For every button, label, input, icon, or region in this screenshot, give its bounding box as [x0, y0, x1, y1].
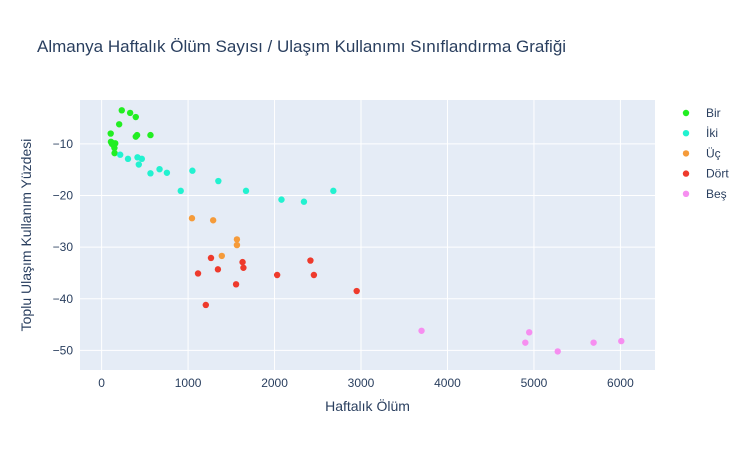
- y-tick-label: −30: [53, 240, 74, 254]
- data-point: [242, 187, 250, 195]
- legend-marker: [682, 150, 690, 157]
- data-point: [115, 121, 123, 128]
- data-point: [135, 161, 142, 168]
- plot-area: [80, 100, 655, 370]
- series-group: [117, 151, 337, 205]
- data-points: [107, 107, 625, 355]
- data-point: [147, 131, 154, 139]
- y-tick-label: −40: [53, 292, 74, 306]
- legend-marker: [682, 130, 690, 137]
- data-point: [590, 339, 597, 346]
- x-axis-title: Haftalık Ölüm: [325, 397, 410, 414]
- legend-label: Beş: [706, 187, 727, 201]
- legend-item[interactable]: Beş: [682, 187, 727, 201]
- data-point: [138, 155, 146, 163]
- data-point: [233, 236, 241, 243]
- data-point: [194, 270, 202, 277]
- legend-marker: [682, 190, 690, 197]
- data-point: [209, 217, 217, 224]
- legend-marker: [682, 109, 690, 117]
- y-axis-ticks: −10 −20 −30 −40 −50: [53, 137, 74, 358]
- data-point: [232, 281, 240, 288]
- data-point: [273, 271, 281, 279]
- data-point: [240, 264, 247, 271]
- data-point: [207, 254, 215, 262]
- x-tick-label: 1000: [175, 376, 202, 390]
- data-point: [215, 177, 222, 185]
- legend-label: Bir: [706, 106, 721, 120]
- series-group: [107, 107, 154, 157]
- data-point: [111, 149, 118, 157]
- data-point: [330, 187, 337, 195]
- x-tick-label: 5000: [521, 376, 548, 390]
- x-tick-label: 4000: [434, 376, 461, 390]
- data-point: [156, 165, 163, 173]
- data-point: [525, 329, 533, 336]
- x-tick-label: 3000: [348, 376, 375, 390]
- data-point: [108, 140, 116, 148]
- data-point: [554, 348, 561, 355]
- legend-item[interactable]: Üç: [682, 146, 721, 160]
- data-point: [177, 187, 184, 195]
- data-point: [310, 271, 318, 279]
- y-tick-label: −20: [53, 189, 74, 203]
- data-point: [117, 151, 124, 158]
- data-point: [300, 198, 308, 205]
- data-point: [353, 287, 360, 295]
- x-axis-ticks: 0 1000 2000 3000 4000 5000 6000: [98, 376, 634, 390]
- data-point: [107, 130, 114, 137]
- x-tick-label: 6000: [607, 376, 634, 390]
- data-point: [307, 257, 314, 264]
- legend-item[interactable]: Bir: [682, 106, 721, 120]
- legend-label: Dört: [706, 167, 729, 181]
- y-axis-title: Toplu Ulaşım Kullanım Yüzdesi: [18, 139, 34, 332]
- series-group: [188, 215, 241, 260]
- data-point: [618, 337, 625, 345]
- data-point: [418, 327, 425, 334]
- data-point: [522, 339, 529, 346]
- legend-label: İki: [706, 126, 718, 140]
- legend-item[interactable]: Dört: [682, 167, 730, 181]
- data-point: [118, 107, 125, 114]
- data-point: [233, 241, 241, 249]
- data-point: [278, 196, 285, 203]
- data-point: [147, 170, 154, 177]
- data-point: [189, 167, 196, 174]
- data-point: [214, 266, 222, 273]
- data-point: [163, 169, 171, 176]
- data-point: [188, 215, 196, 222]
- data-point: [239, 258, 246, 266]
- grid-lines: [80, 100, 655, 370]
- data-point: [124, 155, 132, 163]
- legend-marker: [682, 170, 690, 177]
- y-tick-label: −10: [53, 137, 74, 151]
- data-point: [126, 109, 134, 117]
- x-tick-label: 2000: [261, 376, 288, 390]
- series-group: [418, 327, 625, 355]
- data-point: [218, 252, 226, 260]
- chart-title: Almanya Haftalık Ölüm Sayısı / Ulaşım Ku…: [37, 37, 566, 56]
- y-tick-label: −50: [53, 343, 74, 357]
- legend-label: Üç: [706, 146, 721, 160]
- data-point: [132, 133, 139, 140]
- legend[interactable]: Bir İki Üç Dört Beş: [682, 106, 730, 201]
- data-point: [202, 301, 210, 309]
- data-point: [132, 113, 139, 121]
- series-group: [194, 254, 360, 309]
- legend-item[interactable]: İki: [682, 126, 718, 140]
- x-tick-label: 0: [98, 376, 105, 390]
